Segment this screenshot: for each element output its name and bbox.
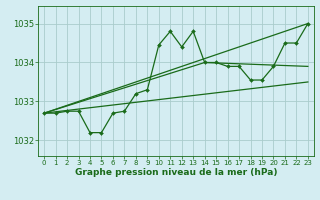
X-axis label: Graphe pression niveau de la mer (hPa): Graphe pression niveau de la mer (hPa) [75, 168, 277, 177]
